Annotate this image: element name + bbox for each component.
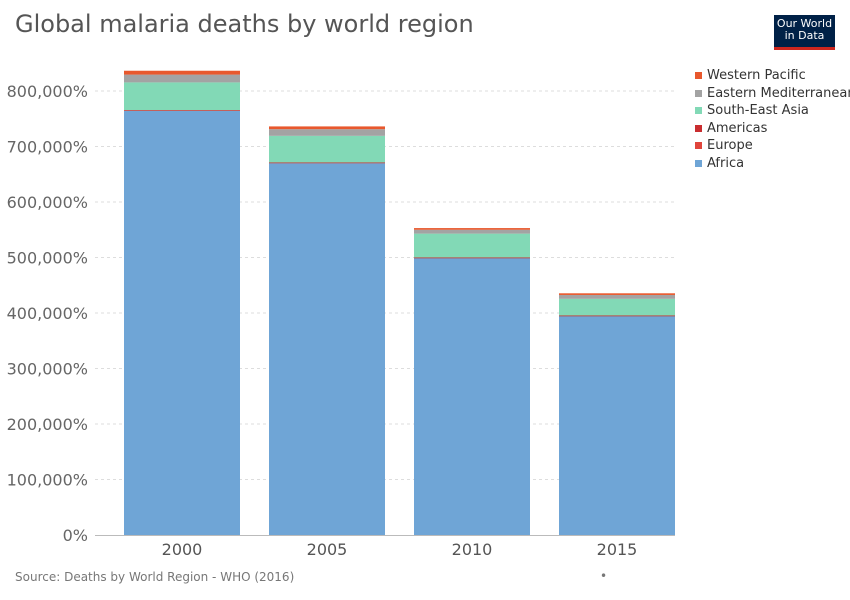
legend-swatch xyxy=(695,124,702,132)
legend-swatch xyxy=(695,107,702,115)
bars xyxy=(124,70,675,535)
x-tick-label: 2015 xyxy=(597,540,638,559)
source-note: Source: Deaths by World Region - WHO (20… xyxy=(15,570,295,584)
x-tick-label: 2000 xyxy=(162,540,203,559)
y-tick-label: 500,000% xyxy=(7,249,88,268)
legend-label: Western Pacific xyxy=(707,68,806,84)
legend-label: Eastern Mediterranean xyxy=(707,85,850,101)
logo-line-2: in Data xyxy=(784,29,825,42)
legend-item[interactable]: Europe xyxy=(695,137,850,155)
bar-segment-americas-2010[interactable] xyxy=(414,257,530,259)
bar-segment-africa-2000[interactable] xyxy=(124,110,240,535)
bar-segment-south-east-asia-2010[interactable] xyxy=(414,233,530,258)
bar-segment-africa-2005[interactable] xyxy=(269,163,385,535)
footer-dot: • xyxy=(600,569,608,583)
y-tick-label: 700,000% xyxy=(7,138,88,157)
legend-swatch xyxy=(695,142,702,150)
legend-label: Europe xyxy=(707,138,753,154)
logo-line-1: Our World xyxy=(776,17,833,30)
legend-label: South-East Asia xyxy=(707,103,809,119)
x-axis-ticks: 2000 2005 2010 2015 xyxy=(162,540,638,559)
y-axis-ticks: 0% 100,000% 200,000% 300,000% 400,000% 500,00… xyxy=(7,82,88,545)
bar-segment-africa-2010[interactable] xyxy=(414,258,530,535)
bar-segment-americas-2005[interactable] xyxy=(269,162,385,164)
bar-segment-western-pacific-2005[interactable] xyxy=(269,126,385,130)
y-tick-label: 800,000% xyxy=(7,82,88,101)
y-tick-label: 400,000% xyxy=(7,304,88,323)
legend-item[interactable]: Western Pacific xyxy=(695,67,850,85)
y-tick-label: 0% xyxy=(63,526,88,545)
legend-item[interactable]: Africa xyxy=(695,155,850,173)
y-tick-label: 100,000% xyxy=(7,471,88,490)
y-tick-label: 200,000% xyxy=(7,415,88,434)
owid-logo[interactable]: Our World in Data xyxy=(774,15,835,50)
legend: Western Pacific Eastern Mediterranean Sout… xyxy=(695,67,850,172)
y-tick-label: 300,000% xyxy=(7,360,88,379)
bar-segment-eastern-mediterranean-2010[interactable] xyxy=(414,229,530,234)
bar-segment-western-pacific-2015[interactable] xyxy=(559,293,675,295)
y-tick-label: 600,000% xyxy=(7,193,88,212)
legend-item[interactable]: South-East Asia xyxy=(695,102,850,120)
bar-segment-africa-2015[interactable] xyxy=(559,315,675,535)
bar-segment-south-east-asia-2015[interactable] xyxy=(559,298,675,316)
legend-item[interactable]: Americas xyxy=(695,120,850,138)
x-tick-label: 2010 xyxy=(452,540,493,559)
legend-item[interactable]: Eastern Mediterranean xyxy=(695,85,850,103)
bar-segment-eastern-mediterranean-2000[interactable] xyxy=(124,74,240,83)
legend-swatch xyxy=(695,72,702,80)
bar-segment-eastern-mediterranean-2005[interactable] xyxy=(269,129,385,136)
bar-segment-americas-2015[interactable] xyxy=(559,315,675,317)
x-tick-label: 2005 xyxy=(307,540,348,559)
bar-segment-western-pacific-2000[interactable] xyxy=(124,70,240,75)
legend-label: Africa xyxy=(707,155,745,171)
bar-segment-western-pacific-2010[interactable] xyxy=(414,228,530,230)
bar-segment-south-east-asia-2000[interactable] xyxy=(124,82,240,111)
bar-segment-south-east-asia-2005[interactable] xyxy=(269,135,385,163)
page-title: Global malaria deaths by world region xyxy=(15,10,474,38)
bar-segment-eastern-mediterranean-2015[interactable] xyxy=(559,294,675,299)
legend-swatch xyxy=(695,159,702,167)
legend-swatch xyxy=(695,89,702,97)
legend-label: Americas xyxy=(707,120,768,136)
bar-segment-americas-2000[interactable] xyxy=(124,110,240,111)
